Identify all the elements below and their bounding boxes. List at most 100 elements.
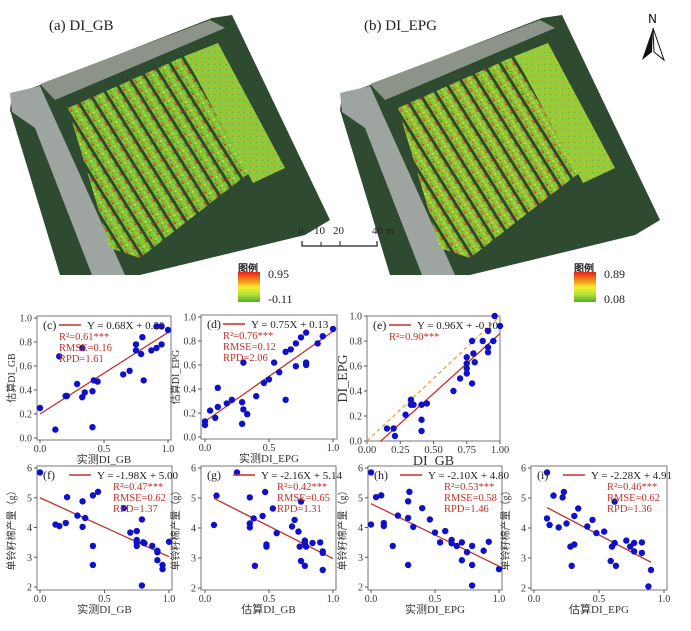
- y-tick-label: 4: [521, 524, 526, 535]
- y-tick-label: 0.2: [350, 412, 363, 423]
- data-point: [270, 359, 278, 366]
- plot-g: 0.0 0.5 1.0 2 3 4 5 6 估算DI_GB 单铃籽棉产量（g） (g) Y = -2.…: [169, 464, 343, 617]
- data-point: [89, 561, 97, 569]
- data-point: [575, 505, 582, 512]
- x-axis-label: 估算DI_EPG: [569, 602, 629, 616]
- map-a-green-block: [185, 43, 285, 183]
- y-tick-label: 1.0: [350, 312, 363, 323]
- panel-label: (h): [374, 468, 388, 482]
- y-tick-label: 0.8: [184, 337, 197, 348]
- data-point: [223, 400, 230, 407]
- data-point: [426, 516, 434, 523]
- data-point: [418, 401, 425, 408]
- data-point: [484, 327, 492, 335]
- data-point: [543, 515, 551, 522]
- data-point: [314, 340, 321, 347]
- data-point: [292, 340, 300, 347]
- data-point: [153, 344, 160, 352]
- data-point: [213, 492, 220, 499]
- x-tick-label: 0.0: [199, 594, 212, 605]
- y-tick-label: 4: [27, 523, 32, 534]
- stat-text: RMSE=0.58: [444, 493, 497, 504]
- data-point: [380, 522, 387, 530]
- data-point: [276, 369, 283, 376]
- map-a-treeline: [40, 20, 225, 100]
- stat-text: R²=0.61***: [59, 332, 109, 343]
- plot-d: 0.0 0.5 1.0 0.0 0.2 0.4 0.6 0.8 1.0 实测DI_EPG 估算DI_…: [169, 313, 339, 466]
- y-tick-label: 0.0: [350, 437, 363, 448]
- data-point: [36, 469, 44, 476]
- stat-text: RMSE=0.65: [277, 493, 330, 504]
- map-a-legend-colorbar: [238, 272, 260, 302]
- data-point: [402, 411, 409, 418]
- x-tick-label: 0.0: [199, 443, 212, 454]
- data-point: [495, 565, 503, 573]
- plot-i: 0.0 0.5 1.0 2 3 4 5 6 估算DI_EPG 单铃籽棉产量（g） (i) Y = -2…: [499, 464, 672, 617]
- y-axis-label: 估算DI_EPG: [169, 350, 182, 404]
- map-a-legend-min: -0.11: [268, 292, 293, 306]
- x-tick-label: 0.5: [593, 594, 606, 605]
- data-point: [560, 488, 568, 496]
- legend-equation: Y = -2.28X + 4.91: [591, 470, 672, 482]
- data-point: [302, 543, 310, 550]
- panel-label: (i): [537, 468, 548, 482]
- data-point: [638, 549, 646, 557]
- data-point: [423, 400, 431, 407]
- stat-text: RPD=2.06: [223, 353, 268, 364]
- data-point: [132, 341, 140, 348]
- data-point: [442, 527, 449, 535]
- y-tick-label: 0.2: [20, 410, 33, 421]
- data-point: [89, 424, 96, 431]
- data-point: [559, 494, 566, 501]
- data-point: [81, 514, 89, 522]
- y-axis-label: 单铃籽棉产量（g）: [336, 486, 349, 571]
- y-axis-label: DI_EPG: [336, 354, 351, 402]
- panel-label: (f): [43, 468, 55, 482]
- data-point: [645, 583, 652, 590]
- data-point: [319, 566, 326, 574]
- x-tick-label: 1.0: [163, 594, 176, 605]
- data-point: [302, 359, 310, 366]
- y-tick-label: 0.4: [184, 385, 197, 396]
- data-point: [456, 375, 464, 382]
- y-tick-label: 0.6: [184, 361, 197, 372]
- data-point: [611, 498, 618, 505]
- stat-text: RMSE=0.62: [607, 493, 660, 504]
- y-tick-label: 6: [191, 464, 196, 475]
- y-tick-label: 4: [191, 524, 196, 535]
- x-axis-label: 实测DI_GB: [77, 452, 131, 466]
- y-tick-label: 0.8: [20, 338, 33, 349]
- legend-equation: Y = 0.96X + -0.10: [417, 320, 499, 332]
- map-a-image: [10, 15, 330, 275]
- map-a-legend: 图例 0.95 -0.11: [238, 260, 318, 306]
- data-point: [453, 542, 460, 550]
- data-point: [468, 380, 476, 387]
- data-point: [297, 334, 305, 341]
- data-point: [228, 396, 236, 403]
- data-point: [490, 337, 497, 345]
- x-tick-label: 0.5: [429, 594, 442, 605]
- y-tick-label: 5: [521, 494, 526, 505]
- data-point: [329, 325, 337, 333]
- data-point: [491, 312, 498, 320]
- x-tick-label: 0.0: [34, 444, 47, 455]
- data-point: [263, 543, 270, 550]
- y-tick-label: 5: [191, 494, 196, 505]
- y-tick-label: 5: [27, 493, 32, 504]
- data-point: [282, 348, 289, 355]
- y-tick-label: 0.8: [350, 337, 363, 348]
- stat-text: R²=0.46***: [607, 482, 657, 493]
- data-point: [120, 371, 127, 378]
- map-b-legend: 图例 0.89 0.08: [574, 260, 654, 306]
- data-point: [404, 561, 412, 569]
- data-point: [73, 380, 81, 388]
- y-tick-label: 1.0: [20, 314, 33, 325]
- data-point: [133, 542, 140, 550]
- data-point: [260, 379, 268, 387]
- legend-equation: Y = 0.75X + 0.13: [251, 319, 329, 331]
- data-point: [282, 396, 289, 403]
- y-axis-label: 单铃籽棉产量（g）: [5, 486, 18, 571]
- data-point: [301, 562, 309, 569]
- data-point: [132, 347, 140, 354]
- data-point: [165, 538, 173, 545]
